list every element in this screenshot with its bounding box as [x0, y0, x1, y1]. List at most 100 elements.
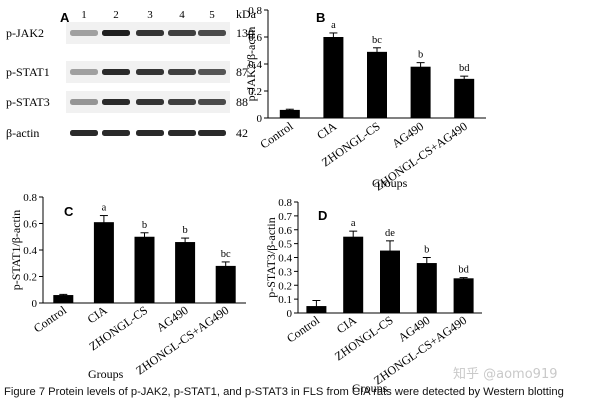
bar: [134, 236, 155, 303]
bar: [410, 66, 431, 118]
panel-letter: B: [316, 10, 325, 25]
blot-rows: p-JAK2 130 p-STAT1 87 p-STAT3 88 β-actin 42: [6, 22, 254, 144]
bar: [416, 263, 437, 313]
y-tick-label: 0.8: [278, 197, 292, 209]
y-tick-label: 0.4: [248, 59, 262, 71]
bar-chart-c: 00.20.40.60.8p-STAT1/β-actin CControlaCIA…: [9, 192, 246, 381]
significance-letter: b: [142, 220, 147, 231]
significance-letter: bd: [459, 63, 470, 74]
bar-chart-b: 0 0.2 0.4 0.6 0.8 p-JAK2/β-actin B Control a CIA b…: [244, 5, 486, 194]
blot-row-label: p-JAK2: [6, 26, 44, 40]
significance-letter: b: [182, 225, 187, 236]
y-tick-label: 0.2: [248, 86, 262, 98]
significance-letter: a: [102, 203, 107, 214]
kda-header: kDa: [236, 7, 257, 21]
significance-letter: bc: [372, 35, 382, 46]
x-axis-title: Groups: [88, 367, 124, 381]
lane-number: 2: [113, 9, 119, 21]
x-axis-title: Groups: [352, 381, 388, 395]
bar: [453, 278, 474, 313]
category-label: CIA: [314, 119, 339, 143]
category-label: AG490: [389, 119, 426, 151]
y-tick-label: 0: [287, 308, 293, 320]
y-tick-label: 0.1: [278, 294, 292, 306]
y-tick-label: 0: [257, 113, 263, 125]
blot-row-label: p-STAT3: [6, 95, 50, 109]
lane-number: 1: [81, 9, 87, 21]
significance-letter: bd: [458, 265, 469, 276]
blot-row-label: β-actin: [6, 126, 39, 140]
bar-chart-d: 0 0.1 0.2 0.30.4 0.5 0.6 0.7 0.8p-STAT3/β-actin…: [264, 197, 482, 395]
y-tick-label: 0.7: [278, 211, 292, 223]
blot-band: [198, 99, 226, 105]
panel-letter: D: [318, 208, 327, 223]
bar: [53, 295, 74, 303]
blot-band: [136, 99, 164, 105]
blot-row: p-STAT1 87: [6, 61, 248, 83]
blot-band: [168, 69, 196, 75]
lane-number: 5: [209, 9, 215, 21]
western-blot-panel: A kDa 1 2 3 4 5 p-JAK2 130 p-STAT1 87 p-STAT3 88 β…: [6, 7, 257, 144]
blot-band: [102, 69, 130, 75]
blot-kda-value: 87: [236, 65, 248, 79]
significance-letter: a: [331, 20, 336, 31]
y-tick-label: 0.8: [248, 5, 262, 17]
blot-band: [136, 69, 164, 75]
figure-caption: Figure 7 Protein levels of p-JAK2, p-STA…: [4, 386, 564, 398]
y-tick-label: 0.8: [23, 192, 37, 204]
bar: [215, 265, 236, 303]
significance-letter: de: [385, 228, 395, 239]
blot-row: p-JAK2 130: [6, 22, 254, 44]
bar: [454, 78, 475, 118]
blot-row: p-STAT3 88: [6, 91, 248, 113]
y-axis-title: p-JAK2/β-actin: [244, 27, 258, 102]
blot-band: [198, 130, 226, 136]
bar: [323, 37, 344, 118]
category-label: CIA: [334, 313, 359, 337]
watermark-text: 知乎 @aomo919: [453, 366, 557, 382]
lane-numbers: 1 2 3 4 5: [81, 9, 215, 21]
y-tick-label: 0.6: [248, 32, 262, 44]
panel-letter-a: A: [60, 10, 70, 25]
y-tick-label: 0.2: [23, 272, 37, 284]
blot-band: [168, 99, 196, 105]
blot-band: [70, 30, 98, 36]
y-tick-label: 0: [32, 298, 38, 310]
x-axis-title: Groups: [372, 176, 408, 190]
lane-number: 4: [179, 9, 185, 21]
blot-band: [102, 130, 130, 136]
blot-band: [70, 99, 98, 105]
y-tick-label: 0.6: [278, 225, 292, 237]
bar: [343, 236, 364, 313]
blot-band: [102, 30, 130, 36]
bar: [93, 222, 114, 303]
y-tick-label: 0.6: [23, 219, 37, 231]
blot-band: [70, 130, 98, 136]
blot-kda-value: 42: [236, 126, 248, 140]
category-label: Control: [257, 119, 296, 152]
y-tick-label: 0.5: [278, 239, 292, 251]
blot-band: [136, 130, 164, 136]
blot-row-label: p-STAT1: [6, 65, 50, 79]
y-axis-title: p-STAT3/β-actin: [264, 217, 278, 297]
significance-letter: b: [424, 245, 429, 256]
significance-letter: b: [418, 50, 423, 61]
blot-band: [168, 30, 196, 36]
category-label: CIA: [85, 303, 110, 327]
y-axis-title: p-STAT1/β-actin: [9, 210, 23, 290]
blot-row: β-actin 42: [6, 122, 248, 144]
lane-number: 3: [147, 9, 153, 21]
blot-band: [198, 69, 226, 75]
blot-band: [136, 30, 164, 36]
blot-kda-value: 88: [236, 95, 248, 109]
y-tick-label: 0.2: [278, 280, 292, 292]
bar: [380, 250, 400, 313]
bar: [279, 109, 300, 118]
y-tick-label: 0.4: [23, 245, 37, 257]
bar: [175, 242, 196, 303]
panel-letter: C: [64, 204, 74, 219]
blot-band: [102, 99, 130, 105]
significance-letter: a: [351, 218, 356, 229]
blot-band: [70, 69, 98, 75]
y-tick-label: 0.4: [278, 253, 292, 265]
